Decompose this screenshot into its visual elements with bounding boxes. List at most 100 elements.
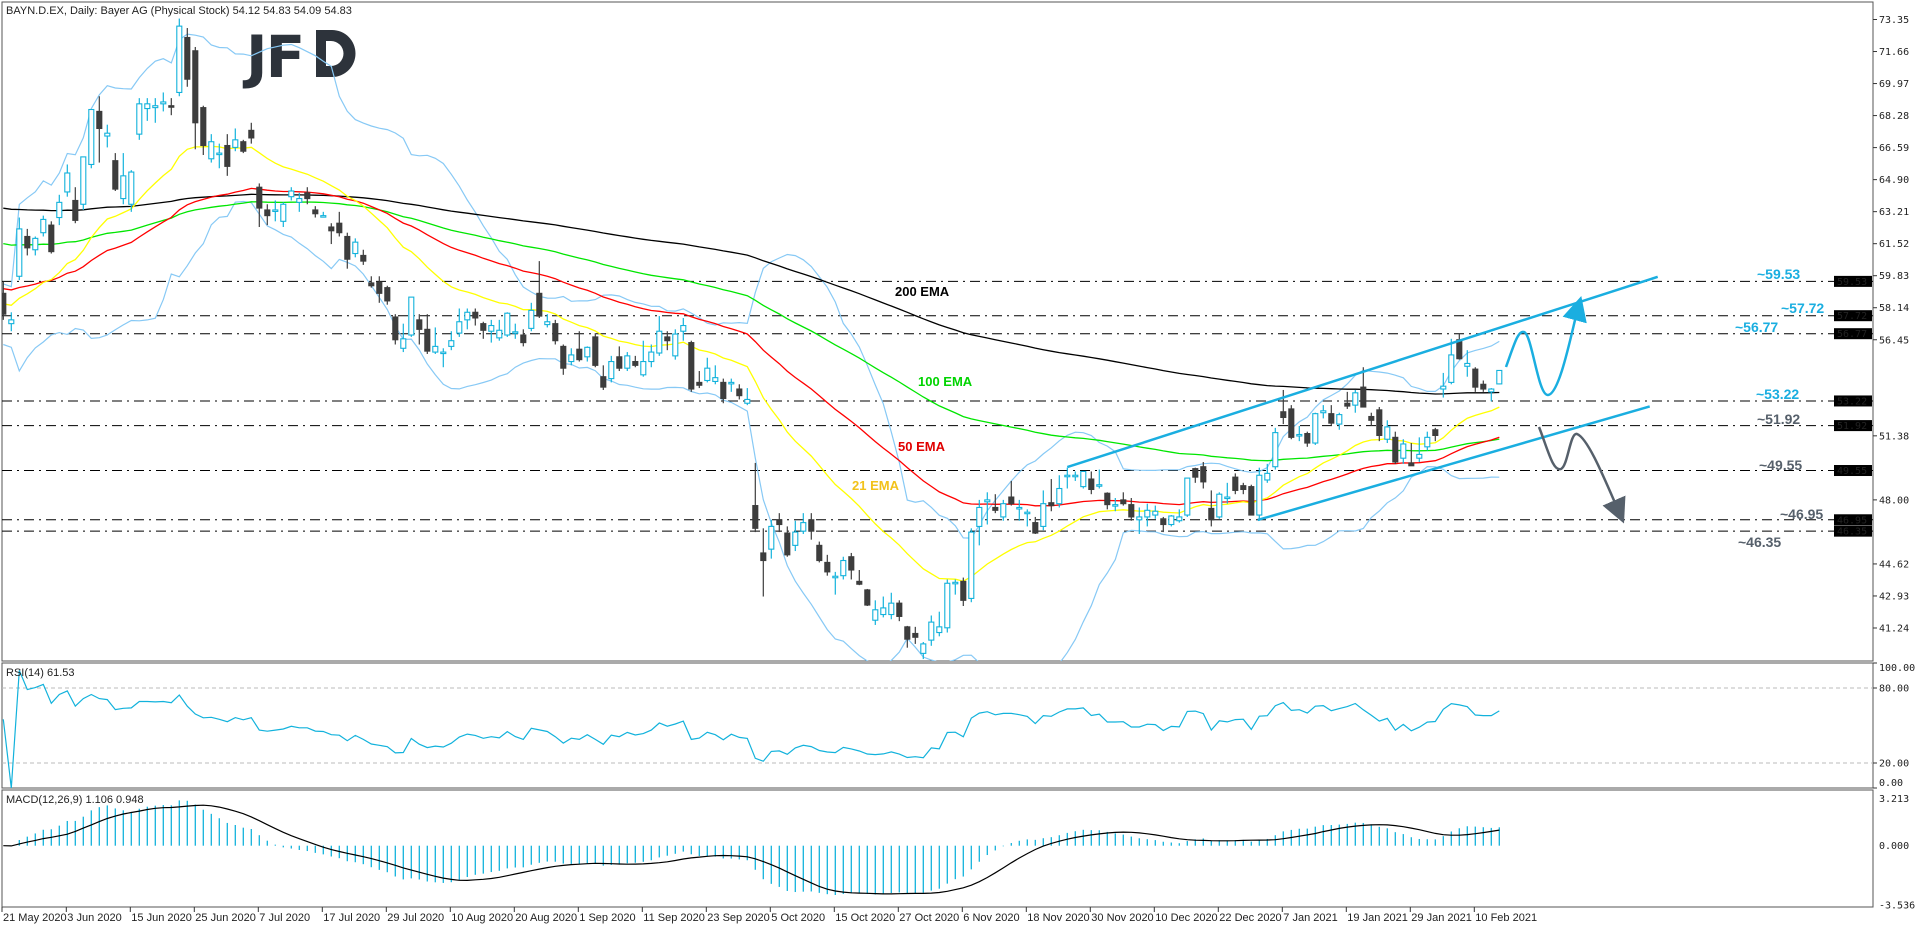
- svg-text:JF: JF: [242, 23, 303, 91]
- price-tick-label: 73.35: [1879, 15, 1909, 26]
- bearish-candle: [760, 528, 767, 597]
- candle-body: [672, 333, 679, 357]
- bullish-candle: [1312, 412, 1319, 445]
- price-tick-label: 48.00: [1879, 495, 1909, 506]
- bullish-candle: [936, 611, 943, 637]
- candle-body: [1192, 468, 1199, 478]
- candle-body: [488, 324, 495, 332]
- level-label: ~46.35: [1738, 534, 1781, 550]
- bearish-candle: [896, 600, 903, 622]
- candle-body: [552, 323, 559, 342]
- candle-body: [328, 226, 335, 232]
- candle-body: [1400, 443, 1407, 459]
- bullish-candle: [488, 319, 495, 343]
- bullish-candle: [656, 316, 663, 356]
- candle-body: [736, 388, 743, 397]
- bearish-candle: [336, 211, 343, 237]
- bullish-candle: [56, 194, 63, 226]
- time-axis[interactable]: 21 May 2020 3 Jun 2020 15 Jun 2020 25 Jun 2…: [1, 907, 1537, 924]
- bullish-candle: [32, 236, 39, 256]
- rsi-tick-label: 100.00: [1879, 663, 1915, 674]
- bearish-candle: [200, 105, 207, 155]
- bearish-candle: [1432, 427, 1439, 442]
- candle-body: [184, 36, 191, 80]
- candle-body: [16, 228, 23, 277]
- bullish-candle: [968, 528, 975, 603]
- time-tick-label: 11 Sep 2020: [643, 912, 705, 924]
- price-axis[interactable]: 73.35 71.66 69.97 68.28 66.59 64.90 63.21 61.52…: [1873, 15, 1909, 634]
- time-tick-label: 19 Jan 2021: [1347, 912, 1408, 924]
- bullish-candle: [768, 519, 775, 559]
- bullish-candle: [1096, 469, 1103, 489]
- time-tick-label: 15 Oct 2020: [835, 912, 895, 924]
- candle-body: [888, 602, 895, 616]
- bullish-candle: [288, 187, 295, 201]
- candle-body: [840, 559, 847, 577]
- candle-body: [1352, 392, 1359, 406]
- bearish-candle: [240, 139, 247, 154]
- candle-body: [600, 376, 607, 388]
- level-price-tag-text: 59.53: [1837, 277, 1867, 288]
- level-label: ~56.77: [1735, 319, 1778, 335]
- candle-body: [536, 292, 543, 317]
- candle-body: [32, 237, 39, 251]
- candle-body: [96, 110, 103, 130]
- bullish-candle: [1416, 437, 1423, 462]
- time-tick-label: 17 Jul 2020: [323, 912, 380, 924]
- bullish-candle: [104, 124, 111, 148]
- bullish-candle: [1024, 509, 1031, 527]
- rsi-tick-label: 20.00: [1879, 759, 1909, 770]
- bearish-candle: [1392, 431, 1399, 464]
- bearish-candle: [784, 526, 791, 557]
- candle-body: [432, 345, 439, 353]
- candle-body: [976, 506, 983, 527]
- price-tick-label: 69.97: [1879, 79, 1909, 90]
- candle-body: [456, 321, 463, 334]
- time-tick-label: 10 Dec 2020: [1155, 912, 1217, 924]
- bearish-candle: [248, 122, 255, 144]
- candle-body: [248, 129, 255, 139]
- bearish-candle: [664, 331, 671, 351]
- bearish-candle: [1200, 461, 1207, 489]
- bullish-candle: [672, 329, 679, 360]
- candle-body: [576, 348, 583, 361]
- candle-body: [1312, 413, 1319, 444]
- macd-tick-label: 3.213: [1879, 794, 1909, 805]
- candle-body: [680, 324, 687, 332]
- bullish-candle: [80, 156, 87, 210]
- candle-body: [360, 254, 367, 262]
- price-tick-label: 56.45: [1879, 335, 1909, 346]
- bullish-candle: [128, 170, 135, 212]
- candle-body: [616, 356, 623, 369]
- candle-body: [336, 222, 343, 234]
- candle-body: [56, 201, 63, 219]
- bullish-candle: [888, 592, 895, 620]
- candle-body: [136, 103, 143, 135]
- candle-body: [368, 282, 375, 287]
- candle-body: [944, 582, 951, 629]
- candle-body: [1184, 477, 1191, 516]
- bullish-candle: [1000, 499, 1007, 521]
- bullish-candle: [728, 378, 735, 392]
- candle-body: [1208, 507, 1215, 521]
- bullish-candle: [432, 327, 439, 354]
- bearish-candle: [560, 344, 567, 375]
- bearish-candle: [808, 513, 815, 540]
- bullish-candle: [448, 331, 455, 351]
- candle-body: [72, 199, 79, 221]
- candle-body: [384, 287, 391, 302]
- candle-body: [1064, 474, 1071, 478]
- price-tick-label: 63.21: [1879, 207, 1909, 218]
- candle-body: [272, 209, 279, 212]
- candle-body: [1088, 478, 1095, 491]
- candle-body: [208, 141, 215, 160]
- price-tick-label: 66.59: [1879, 143, 1909, 154]
- bearish-candle: [472, 308, 479, 326]
- candle-body: [1440, 385, 1447, 390]
- candle-body: [280, 203, 287, 222]
- bullish-candle: [1256, 467, 1263, 521]
- candle-body: [1328, 413, 1335, 424]
- bullish-candle: [40, 215, 47, 237]
- bullish-candle: [1272, 427, 1279, 470]
